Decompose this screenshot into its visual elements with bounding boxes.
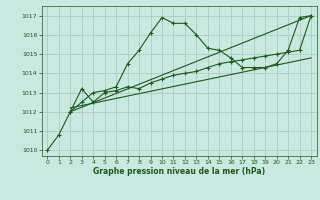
X-axis label: Graphe pression niveau de la mer (hPa): Graphe pression niveau de la mer (hPa)	[93, 167, 265, 176]
